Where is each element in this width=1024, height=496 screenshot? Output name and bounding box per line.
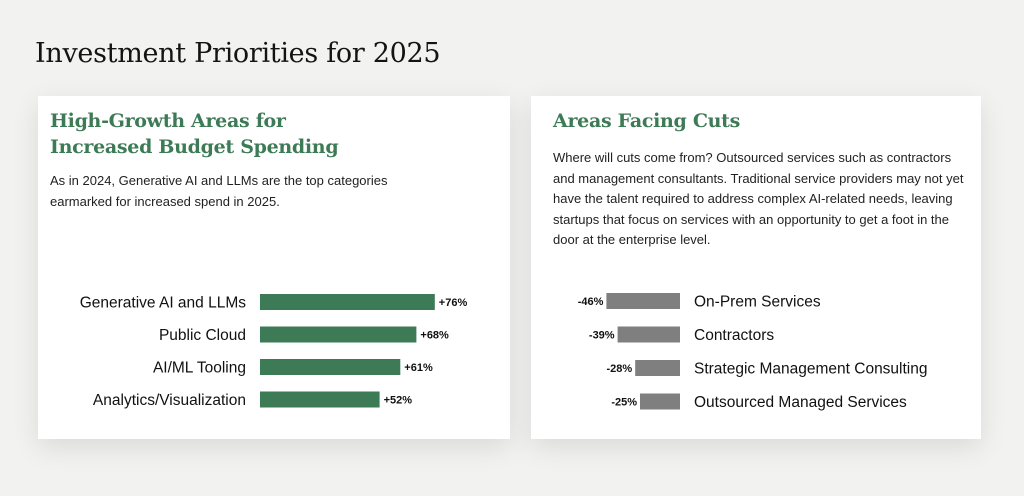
increase-category-label: Public Cloud (159, 327, 246, 344)
decrease-bar (606, 293, 680, 309)
increase-category-label: AI/ML Tooling (153, 360, 246, 377)
increase-bar-chart: Generative AI and LLMs +76% Public Cloud +6… (80, 294, 468, 409)
increase-bar (260, 326, 417, 343)
decrease-category-label: Outsourced Managed Services (694, 394, 907, 411)
cuts-title: Areas Facing Cuts (553, 110, 741, 132)
increase-bar (260, 359, 401, 375)
increase-value-label: +52% (384, 395, 413, 407)
increase-bar (260, 294, 435, 310)
high-growth-card: High-Growth Areas for Increased Budget S… (38, 96, 510, 439)
increase-value-label: +68% (420, 330, 449, 342)
decrease-bar-chart: -46% On-Prem Services -39% Contractors -28% S… (578, 293, 928, 411)
decrease-bar (635, 360, 680, 376)
cuts-card: Areas Facing Cuts Where will cuts come f… (531, 96, 981, 439)
increase-value-label: +76% (439, 297, 468, 309)
high-growth-description: As in 2024, Generative AI and LLMs are t… (50, 173, 388, 209)
decrease-category-label: Contractors (694, 327, 774, 344)
increase-category-label: Generative AI and LLMs (80, 295, 247, 312)
cuts-description: Where will cuts come from? Outsourced se… (553, 150, 964, 247)
decrease-category-label: Strategic Management Consulting (694, 361, 928, 378)
decrease-value-label: -39% (589, 330, 615, 342)
decrease-value-label: -46% (578, 296, 604, 308)
increase-category-label: Analytics/Visualization (93, 392, 246, 409)
high-growth-title-line2: Increased Budget Spending (50, 136, 339, 158)
decrease-bar (617, 326, 680, 343)
decrease-category-label: On-Prem Services (694, 294, 821, 311)
page-title: Investment Priorities for 2025 (35, 38, 441, 69)
decrease-value-label: -25% (611, 397, 637, 409)
high-growth-title-line1: High-Growth Areas for (50, 110, 286, 132)
high-growth-title: High-Growth Areas for Increased Budget S… (50, 108, 339, 160)
decrease-value-label: -28% (607, 363, 633, 375)
decrease-bar (640, 393, 680, 410)
increase-bar (260, 391, 380, 408)
increase-value-label: +61% (404, 362, 433, 374)
